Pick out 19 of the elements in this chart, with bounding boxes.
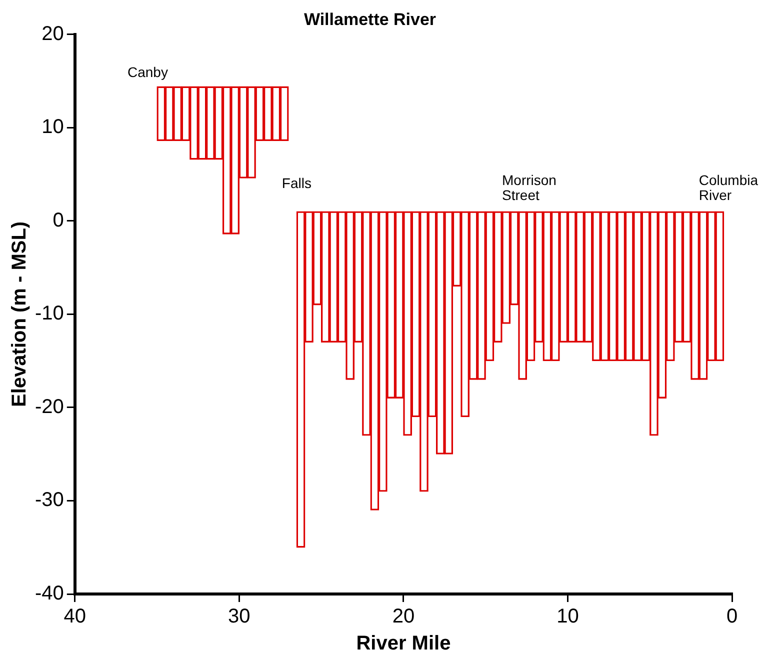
y-tick-label: 10 [42,116,64,138]
annotation: Falls [282,174,312,191]
y-tick-label: -10 [35,302,64,325]
x-tick-label: 0 [726,606,738,628]
x-axis-title: River Mile [356,632,451,655]
y-axis-title: Elevation (m - MSL) [8,221,31,407]
x-tick-label: 40 [64,606,86,628]
x-tick-label: 10 [556,606,579,628]
chart-title: Willamette River [304,10,436,29]
y-tick-label: -30 [35,489,64,512]
y-tick-label: 20 [42,22,64,45]
y-tick-label: -20 [35,396,64,418]
x-tick-label: 20 [392,606,415,628]
x-tick-label: 30 [228,606,250,628]
annotation: Canby [127,64,168,80]
y-tick-label: 0 [52,209,64,232]
annotation: Morrison Street [502,172,556,204]
y-tick-label: -40 [35,582,64,605]
annotation: Columbia River [698,172,758,204]
